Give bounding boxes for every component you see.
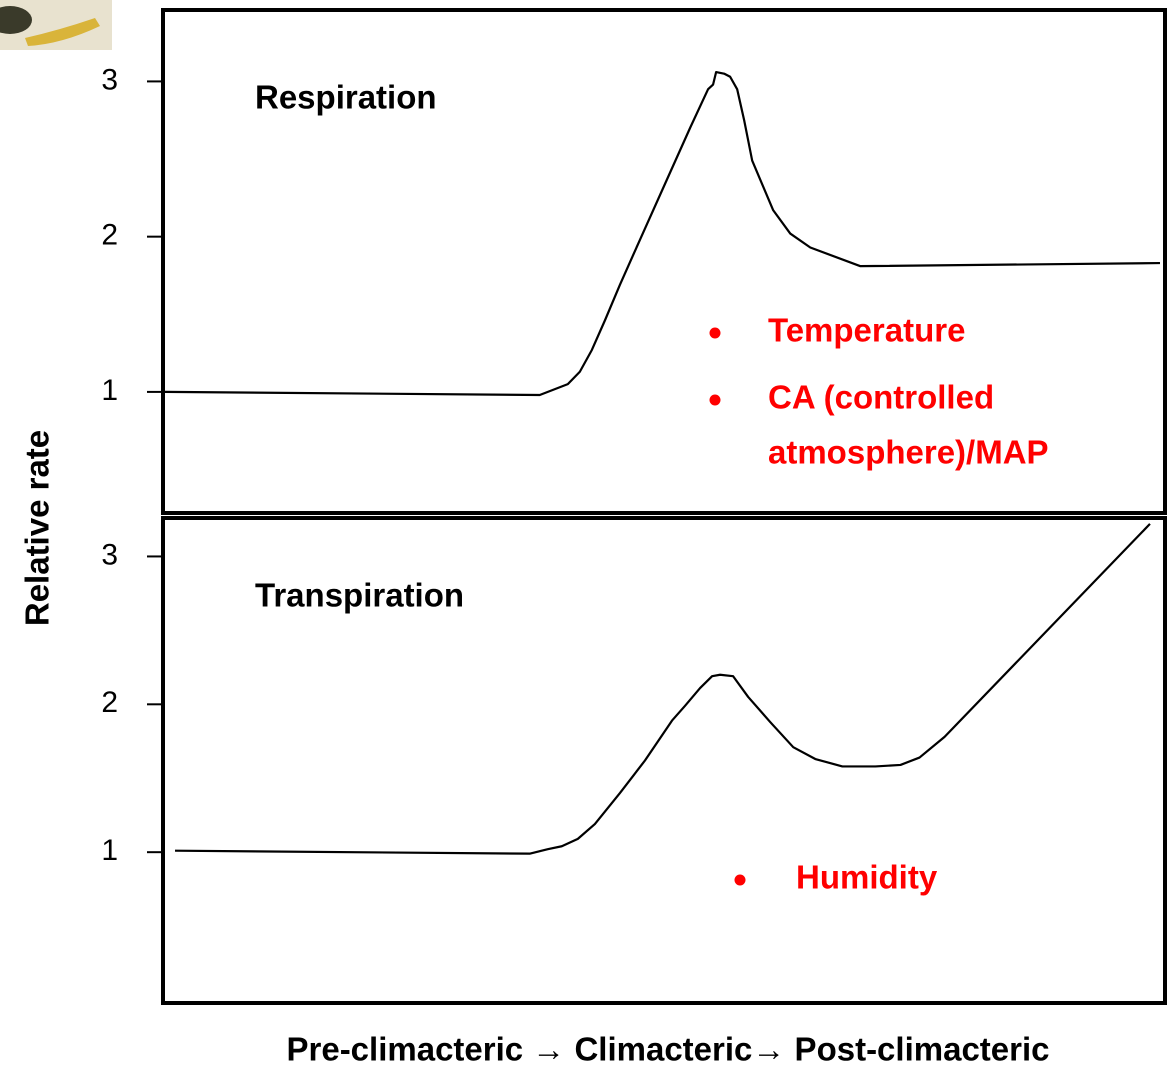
panel-frame: [161, 8, 1167, 515]
panel-title: Transpiration: [255, 577, 464, 614]
bullet: [709, 394, 721, 406]
y-tick-label: 1: [101, 374, 118, 407]
note: Temperature: [768, 312, 965, 349]
note: CA (controlled: [768, 379, 994, 416]
note: Humidity: [796, 859, 938, 896]
bullet: [734, 874, 746, 886]
y-tick-label: 3: [101, 538, 118, 571]
y-tick-label: 1: [101, 834, 118, 867]
panel-frame: [161, 516, 1167, 1005]
note: atmosphere)/MAP: [768, 434, 1049, 471]
photo-fragment: [0, 6, 32, 34]
y-tick-label: 2: [101, 686, 118, 719]
bullet: [709, 327, 721, 339]
panel-title: Respiration: [255, 79, 437, 116]
data-line: [164, 70, 1161, 397]
y-axis-label: Relative rate: [19, 430, 56, 626]
photo-fragment: [25, 18, 100, 46]
data-line: [175, 523, 1151, 855]
y-tick-label: 3: [101, 63, 118, 96]
x-axis-label: Pre-climacteric → Climacteric→ Post-clim…: [286, 1031, 1049, 1068]
y-tick-label: 2: [101, 219, 118, 252]
